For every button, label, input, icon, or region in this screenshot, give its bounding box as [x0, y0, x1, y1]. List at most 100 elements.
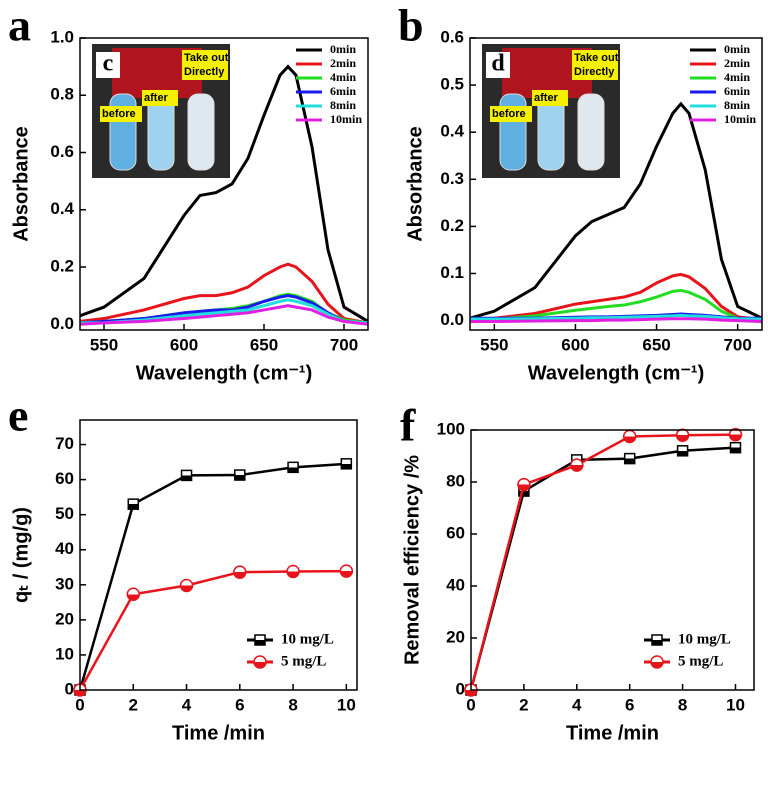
x-axis-label: Time /min — [566, 722, 659, 744]
legend-label: 6min — [724, 84, 750, 98]
legend-label: 2min — [724, 56, 750, 70]
y-tick-label: 80 — [446, 471, 465, 490]
legend-label: 10min — [330, 112, 362, 126]
marker — [728, 427, 743, 442]
legend-marker — [254, 634, 266, 646]
y-tick-label: 0.4 — [50, 199, 74, 218]
x-tick-label: 700 — [330, 335, 358, 354]
inset-label-box — [96, 52, 120, 78]
y-tick-label: 40 — [55, 539, 74, 558]
x-axis-label: Time /min — [172, 722, 265, 744]
plot-frame — [470, 429, 755, 691]
y-tick-label: 0.6 — [440, 27, 464, 46]
x-tick-label: 2 — [519, 695, 528, 714]
inset-label-box — [486, 52, 510, 78]
y-tick-label: 0 — [65, 679, 74, 698]
tube — [109, 93, 137, 171]
legend-marker — [650, 655, 664, 669]
inset-text: Take out — [574, 52, 619, 64]
y-tick-label: 1.0 — [50, 27, 74, 46]
marker — [623, 452, 636, 465]
inset-text: after — [534, 92, 559, 104]
y-tick-label: 30 — [55, 574, 74, 593]
y-tick-label: 100 — [437, 419, 465, 438]
series-line — [80, 298, 368, 325]
legend-label: 0min — [330, 42, 356, 56]
series-line — [470, 101, 762, 320]
x-tick-label: 700 — [723, 335, 751, 354]
legend-marker — [253, 655, 267, 669]
marker — [570, 458, 584, 472]
x-tick-label: 600 — [561, 335, 589, 354]
marker — [622, 429, 637, 444]
series-line — [80, 569, 347, 690]
y-axis-label: Absorbance — [10, 126, 32, 242]
x-tick-label: 600 — [170, 335, 198, 354]
legend-label: 6min — [330, 84, 356, 98]
inset-label: c — [103, 51, 114, 77]
panel-label: b — [398, 0, 424, 51]
inset-tag — [182, 50, 228, 80]
series-line — [470, 317, 762, 324]
y-tick-label: 0.5 — [440, 75, 464, 94]
marker — [676, 445, 689, 457]
legend-marker — [651, 634, 663, 646]
inset-label: d — [491, 51, 505, 77]
tube — [577, 93, 605, 171]
marker — [126, 587, 141, 602]
marker — [675, 428, 690, 442]
legend-label: 8min — [330, 98, 356, 112]
legend-label: 5 mg/L — [678, 653, 723, 669]
series-line — [470, 288, 762, 323]
tube — [499, 93, 527, 171]
legend-label: 5 mg/L — [281, 653, 326, 669]
marker — [234, 469, 246, 481]
legend-label: 4min — [330, 70, 356, 84]
inset-text: Directly — [574, 66, 615, 78]
legend-label: 2min — [330, 56, 356, 70]
x-tick-label: 6 — [625, 695, 634, 714]
x-tick-label: 4 — [182, 695, 192, 714]
x-tick-label: 0 — [75, 695, 84, 714]
y-tick-label: 20 — [446, 627, 465, 646]
marker — [340, 458, 353, 470]
series-line — [80, 462, 347, 690]
x-tick-label: 550 — [90, 335, 118, 354]
x-tick-label: 10 — [337, 695, 356, 714]
y-tick-label: 0.2 — [440, 216, 464, 235]
legend-label: 10 mg/L — [281, 631, 334, 647]
inset-tag — [572, 50, 618, 80]
y-tick-label: 0.6 — [50, 142, 74, 161]
y-tick-label: 0.2 — [50, 257, 74, 276]
x-tick-label: 0 — [466, 695, 475, 714]
y-tick-label: 60 — [446, 523, 465, 542]
marker — [287, 461, 299, 474]
legend-label: 0min — [724, 42, 750, 56]
marker — [339, 564, 354, 578]
y-tick-label: 0.0 — [440, 310, 464, 329]
panel-label: a — [8, 0, 31, 51]
legend-label: 10min — [724, 112, 756, 126]
x-tick-label: 8 — [678, 695, 687, 714]
x-tick-label: 10 — [726, 695, 745, 714]
series-line — [80, 64, 368, 323]
y-axis-label: qₜ / (mg/g) — [10, 507, 32, 603]
marker — [180, 469, 193, 482]
y-axis-label: Removal efficiency /% — [401, 455, 423, 665]
marker — [233, 565, 247, 579]
y-tick-label: 10 — [55, 644, 74, 663]
plot-frame — [469, 37, 763, 331]
x-tick-label: 8 — [288, 695, 297, 714]
inset-tag — [490, 106, 532, 122]
marker — [517, 477, 531, 492]
legend-label: 8min — [724, 98, 750, 112]
plot-frame — [79, 37, 369, 331]
x-tick-label: 6 — [235, 695, 244, 714]
inset-tag — [532, 90, 568, 106]
x-axis-label: Wavelength (cm⁻¹) — [136, 362, 313, 384]
inset-text: after — [144, 92, 169, 104]
plot-frame — [79, 419, 358, 691]
inset-tag — [142, 90, 178, 106]
inset-text: Take out — [184, 52, 229, 64]
